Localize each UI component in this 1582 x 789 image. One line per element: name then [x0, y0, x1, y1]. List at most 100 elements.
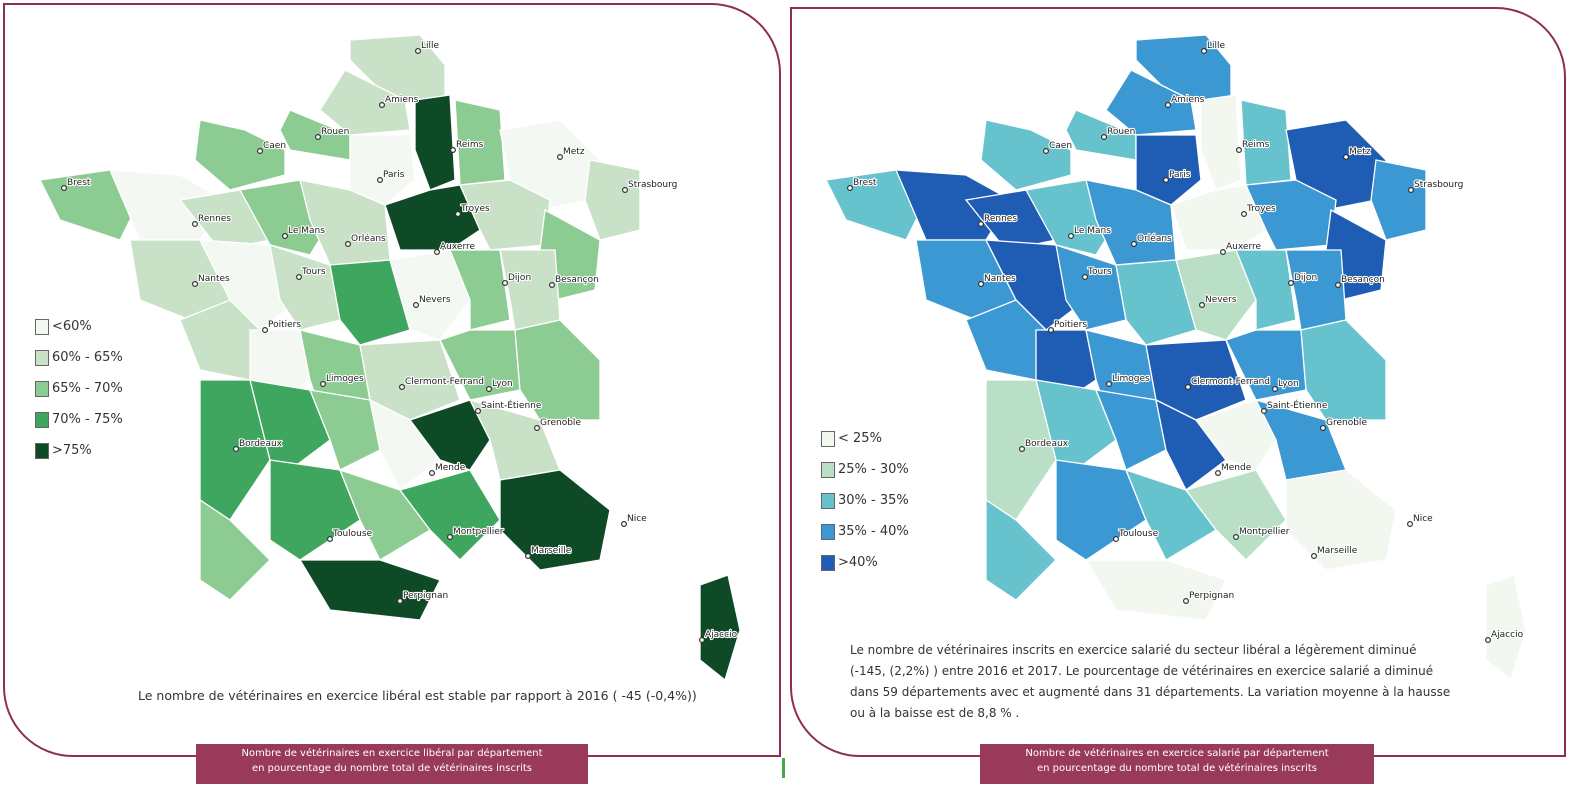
- department-region: [499, 469, 611, 571]
- city-label: Lyon: [1278, 379, 1299, 389]
- city-marker: [1105, 381, 1112, 388]
- city-marker: [1162, 177, 1169, 184]
- city-marker: [1198, 302, 1205, 309]
- caption-line: Le nombre de vétérinaires inscrits en ex…: [850, 643, 1417, 657]
- department-region: [1370, 159, 1427, 241]
- legend-label: >40%: [838, 555, 878, 570]
- city-marker: [1112, 535, 1119, 542]
- city-label: Perpignan: [1189, 591, 1234, 601]
- city-label: Brest: [67, 178, 91, 188]
- city-label: Nantes: [198, 274, 230, 284]
- city-label: Limoges: [326, 374, 364, 384]
- department-region: [398, 469, 501, 561]
- city-label: Lille: [1207, 41, 1226, 51]
- legend-swatch: [821, 554, 835, 571]
- city-marker: [977, 221, 984, 228]
- city-marker: [296, 274, 303, 281]
- city-marker: [1406, 520, 1413, 527]
- department-region: [414, 94, 456, 191]
- legend-item: < 25%: [821, 423, 909, 454]
- city-marker: [282, 233, 289, 240]
- divider-mark: [782, 758, 785, 778]
- department-region: [249, 379, 331, 471]
- city-marker: [1164, 101, 1171, 108]
- city-marker: [548, 282, 555, 289]
- department-region: [1155, 398, 1227, 491]
- department-regions: [825, 34, 1527, 682]
- city-marker: [327, 535, 334, 542]
- legend-item: 35% - 40%: [821, 516, 909, 547]
- department-region: [1115, 259, 1197, 346]
- city-marker: [1081, 274, 1088, 281]
- caption-line: dans 59 départements avec et augmenté da…: [850, 685, 1451, 699]
- department-region: [985, 498, 1057, 601]
- department-region: [1300, 319, 1387, 421]
- city-label: Troyes: [1246, 204, 1276, 214]
- city-label: Auxerre: [440, 242, 475, 252]
- legend-label: 30% - 35%: [838, 493, 909, 508]
- department-region: [408, 399, 491, 471]
- city-label: Perpignan: [403, 591, 448, 601]
- city-marker: [475, 408, 482, 415]
- city-marker: [415, 47, 422, 54]
- department-region: [514, 319, 601, 421]
- legend-item: <60%: [35, 311, 123, 342]
- city-label: Rennes: [984, 214, 1017, 224]
- liberal-choropleth-map: Lille Amiens Rouen Caen Reims Metz Brest Paris S…: [39, 34, 741, 682]
- city-label: Toulouse: [1118, 529, 1159, 539]
- department-region: [298, 559, 441, 621]
- city-marker: [413, 302, 420, 309]
- department-region: [1105, 69, 1197, 136]
- legend-item: >75%: [35, 435, 123, 466]
- city-marker: [455, 211, 462, 218]
- department-region: [1285, 469, 1397, 571]
- legend-swatch: [35, 318, 49, 335]
- city-marker: [1342, 154, 1349, 161]
- department-region: [1035, 379, 1117, 471]
- city-label: Montpellier: [1239, 527, 1290, 537]
- city-marker: [1310, 552, 1317, 559]
- city-label: Bordeaux: [239, 439, 283, 449]
- city-label: Toulouse: [332, 529, 373, 539]
- city-marker: [262, 327, 269, 334]
- legend-label: 60% - 65%: [52, 350, 123, 365]
- city-label: Nice: [627, 514, 647, 524]
- city-marker: [1182, 597, 1189, 604]
- department-region: [1145, 339, 1247, 421]
- city-label: Tours: [1087, 267, 1112, 277]
- legend-swatch: [821, 492, 835, 509]
- city-label: Rouen: [321, 127, 349, 137]
- city-marker: [1200, 47, 1207, 54]
- city-label: Orléans: [351, 233, 386, 244]
- city-label: Saint-Étienne: [481, 399, 542, 411]
- city-label: Bordeaux: [1025, 439, 1069, 449]
- city-marker: [1130, 241, 1137, 248]
- city-marker: [1047, 327, 1054, 334]
- legend-label: <60%: [52, 319, 92, 334]
- legend-swatch: [35, 349, 49, 366]
- department-region: [349, 134, 416, 206]
- city-marker: [1219, 249, 1226, 256]
- caption-line: (-145, (2,2%) ) entre 2016 et 2017. Le p…: [850, 664, 1434, 678]
- city-label: Dijon: [1294, 273, 1317, 283]
- legend-label: < 25%: [838, 431, 882, 446]
- department-region: [199, 498, 271, 601]
- city-marker: [1484, 636, 1491, 643]
- department-region: [980, 119, 1072, 191]
- city-marker: [846, 185, 853, 192]
- salaried-caption: Le nombre de vétérinaires inscrits en ex…: [850, 640, 1455, 724]
- city-marker: [450, 147, 457, 154]
- department-region: [1184, 469, 1287, 561]
- city-marker: [434, 249, 441, 256]
- city-label: Amiens: [385, 95, 419, 105]
- city-label: Strasbourg: [1414, 180, 1463, 190]
- city-marker: [257, 148, 264, 155]
- city-label: Rouen: [1107, 127, 1135, 137]
- city-marker: [233, 446, 240, 453]
- city-marker: [1260, 408, 1267, 415]
- legend-item: >40%: [821, 547, 909, 578]
- city-marker: [377, 177, 384, 184]
- city-label: Poitiers: [1054, 320, 1087, 330]
- department-region: [319, 69, 411, 136]
